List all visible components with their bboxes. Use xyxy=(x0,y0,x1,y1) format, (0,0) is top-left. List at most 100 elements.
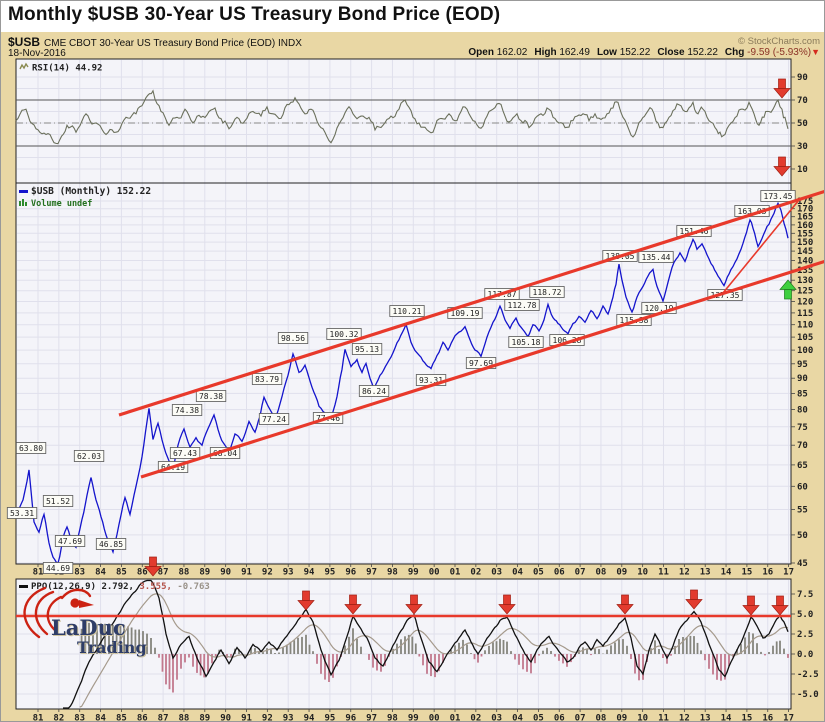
rsi-panel xyxy=(15,76,791,170)
ohlc-value: 162.49 xyxy=(556,47,590,58)
svg-text:99: 99 xyxy=(408,714,419,722)
svg-text:65: 65 xyxy=(797,461,808,471)
svg-text:89: 89 xyxy=(199,714,210,722)
price-annotation: 105.18 xyxy=(508,336,544,348)
svg-text:110.21: 110.21 xyxy=(393,307,422,316)
price-annotation: 47.69 xyxy=(54,535,86,547)
ppo-histogram-value: -0.763 xyxy=(177,582,210,592)
symbol-description: CME CBOT 30-Year US Treasury Bond Price … xyxy=(44,38,302,49)
price-annotation: 112.78 xyxy=(504,299,540,311)
ppo-line-swatch-icon xyxy=(19,585,28,588)
svg-text:86: 86 xyxy=(137,568,148,578)
svg-text:16: 16 xyxy=(762,568,773,578)
svg-text:16: 16 xyxy=(762,714,773,722)
ohlc-value: 152.22 xyxy=(616,47,651,58)
svg-text:55: 55 xyxy=(797,506,808,516)
svg-text:100.32: 100.32 xyxy=(330,330,359,339)
svg-text:-2.5: -2.5 xyxy=(797,670,819,680)
svg-text:81: 81 xyxy=(33,568,44,578)
rsi-legend-label: RSI(14) 44.92 xyxy=(32,63,103,74)
svg-text:10: 10 xyxy=(637,714,648,722)
svg-text:163.03: 163.03 xyxy=(738,207,767,216)
red-down-arrow xyxy=(144,556,162,577)
y-axis-labels: 90 70 50 30 10 175170165160155150145140135130… xyxy=(791,73,819,700)
price-annotation: 44.69 xyxy=(42,562,74,574)
ppo-legend: PPO(12,26,9) 2.792, 3.555, -0.763 xyxy=(19,582,210,592)
red-down-arrow xyxy=(773,78,791,99)
svg-text:150: 150 xyxy=(797,238,813,248)
svg-text:60: 60 xyxy=(797,482,808,492)
svg-text:98.56: 98.56 xyxy=(281,334,305,343)
svg-text:140: 140 xyxy=(797,257,813,267)
svg-text:160: 160 xyxy=(797,221,813,231)
svg-text:88: 88 xyxy=(179,568,190,578)
ohlc-label: Low xyxy=(596,47,617,58)
inner-trendline xyxy=(722,199,800,294)
svg-text:165: 165 xyxy=(797,213,813,223)
svg-text:04: 04 xyxy=(512,714,523,722)
red-down-arrow xyxy=(685,589,703,610)
svg-text:75: 75 xyxy=(797,423,808,433)
x-axis-labels: 8181828283838484858586868787888889899090… xyxy=(33,568,794,722)
svg-text:83: 83 xyxy=(74,714,85,722)
svg-text:95: 95 xyxy=(797,360,808,370)
red-down-arrow xyxy=(742,595,760,616)
usb-legend-label: $USB (Monthly) 152.22 xyxy=(31,186,152,197)
svg-text:7.5: 7.5 xyxy=(797,590,813,600)
price-annotation: 62.03 xyxy=(73,450,105,462)
ppo-signal-line xyxy=(79,593,789,708)
svg-text:83: 83 xyxy=(74,568,85,578)
svg-text:100: 100 xyxy=(797,346,813,356)
svg-text:92: 92 xyxy=(262,714,273,722)
svg-text:115: 115 xyxy=(797,309,813,319)
red-down-arrow xyxy=(405,594,423,615)
svg-text:97.69: 97.69 xyxy=(469,359,493,368)
svg-text:98: 98 xyxy=(387,714,398,722)
green-up-arrow xyxy=(779,279,797,300)
svg-text:50: 50 xyxy=(797,531,808,541)
svg-text:83.79: 83.79 xyxy=(255,375,279,384)
svg-text:03: 03 xyxy=(491,714,502,722)
svg-text:97: 97 xyxy=(366,568,377,578)
svg-text:110: 110 xyxy=(797,321,813,331)
svg-text:88: 88 xyxy=(179,714,190,722)
svg-text:82: 82 xyxy=(53,714,64,722)
svg-text:13: 13 xyxy=(700,714,711,722)
svg-text:01: 01 xyxy=(450,714,461,722)
svg-text:68.04: 68.04 xyxy=(213,449,237,458)
svg-text:155: 155 xyxy=(797,229,813,239)
price-annotation: 100.32 xyxy=(326,328,362,340)
rsi-line xyxy=(15,89,789,145)
svg-text:86: 86 xyxy=(137,714,148,722)
ohlc-label: Close xyxy=(657,47,685,58)
svg-text:85: 85 xyxy=(116,568,127,578)
stockcharts-credit: © StockCharts.com xyxy=(738,36,820,47)
svg-text:17: 17 xyxy=(783,714,794,722)
svg-text:02: 02 xyxy=(470,714,481,722)
svg-text:85: 85 xyxy=(116,714,127,722)
ppo-legend-name: PPO(12,26,9) xyxy=(31,582,97,592)
price-annotation: 68.04 xyxy=(209,447,241,459)
chart-date: 18-Nov-2016 xyxy=(8,48,66,59)
svg-text:01: 01 xyxy=(450,568,461,578)
svg-text:08: 08 xyxy=(596,714,607,722)
ppo-panel xyxy=(16,579,791,709)
svg-text:10: 10 xyxy=(637,568,648,578)
svg-text:15: 15 xyxy=(741,568,752,578)
svg-text:173.45: 173.45 xyxy=(764,192,793,201)
svg-text:80: 80 xyxy=(797,406,808,416)
ppo-signal-value: 3.555, xyxy=(139,582,172,592)
price-annotation: 67.43 xyxy=(169,447,201,459)
svg-text:10: 10 xyxy=(797,165,808,175)
svg-text:00: 00 xyxy=(429,714,440,722)
panel-backgrounds xyxy=(15,58,792,710)
ohlc-label: High xyxy=(534,47,557,58)
page-title: Monthly $USB 30-Year US Treasury Bond Pr… xyxy=(8,4,501,25)
svg-text:175: 175 xyxy=(797,197,813,207)
trend-channel-lower xyxy=(140,259,824,479)
red-down-arrow xyxy=(344,594,362,615)
svg-text:94: 94 xyxy=(304,568,315,578)
ohlc-value: -9.59 (-5.93%) xyxy=(744,47,812,58)
price-annotation: 53.31 xyxy=(6,507,38,519)
svg-text:105.18: 105.18 xyxy=(512,338,541,347)
